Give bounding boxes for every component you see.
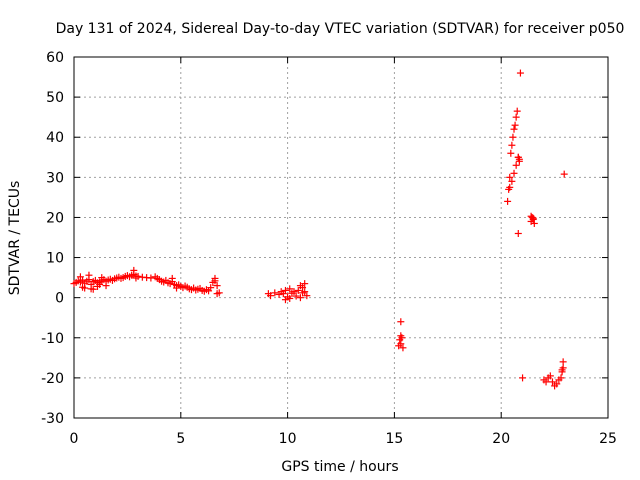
y-tick-label: -20 [41,371,64,387]
data-point [399,344,407,352]
data-point [102,282,110,290]
y-tick-label: 50 [46,90,64,106]
data-point [213,290,221,298]
data-point [514,229,522,237]
y-tick-labels: -30 -20 -10 0 10 20 30 40 50 60 [41,50,64,427]
data-point [515,155,523,163]
data-point [507,149,515,157]
data-point [519,374,527,382]
data-point [79,283,87,291]
data-point [294,286,302,294]
data-point [397,340,405,348]
data-point [397,318,405,326]
data-point [281,286,289,294]
x-tick-labels: 0 5 10 15 20 25 [70,431,617,447]
y-axis-label: SDTVAR / TECUs [7,181,23,296]
data-point [130,266,138,274]
data-point [548,378,556,386]
data-point [299,289,307,297]
data-point [542,378,550,386]
data-point [512,113,520,121]
data-point [506,183,514,191]
data-point [96,280,104,288]
y-tick-label: 10 [46,251,64,267]
data-point [397,332,405,340]
x-tick-label: 0 [70,431,79,447]
data-point [512,161,520,169]
y-tick-label: 0 [55,291,64,307]
data-point [513,107,521,115]
data-point [290,288,298,296]
data-point [530,219,538,227]
data-point [87,285,95,293]
x-tick-label: 10 [279,431,297,447]
data-point [559,358,567,366]
data-point [529,214,537,222]
data-points [70,69,568,390]
data-point [546,372,554,380]
data-point [168,274,176,282]
data-point [286,294,294,302]
data-point [85,271,93,279]
data-point [559,364,567,372]
data-point [267,292,275,300]
data-point [132,274,140,282]
y-tick-label: 60 [46,50,64,66]
data-point [560,170,568,178]
data-point [147,274,155,282]
data-point [557,374,565,382]
data-point [207,284,215,292]
data-point [510,169,518,177]
data-point [301,280,309,288]
axis-ticks [73,56,609,419]
data-point [292,292,300,300]
data-point [98,274,106,282]
data-point [271,289,279,297]
y-tick-label: 20 [46,210,64,226]
data-point [509,133,517,141]
data-point [296,294,304,302]
x-tick-label: 20 [492,431,510,447]
data-point [508,177,516,185]
data-point [173,284,181,292]
data-point [511,121,519,129]
x-tick-label: 25 [599,431,617,447]
chart-title: Day 131 of 2024, Sidereal Day-to-day VTE… [56,21,625,37]
y-tick-label: -10 [41,331,64,347]
data-point [211,274,219,282]
plot-frame [73,56,609,419]
data-point [516,69,524,77]
data-point [286,285,294,293]
data-point [510,125,518,133]
data-point [506,173,514,181]
y-tick-label: -30 [41,411,64,427]
x-tick-label: 15 [385,431,403,447]
data-point [508,141,516,149]
data-point [558,368,566,376]
data-point [213,282,221,290]
y-tick-label: 30 [46,170,64,186]
y-tick-label: 40 [46,130,64,146]
grid-lines [74,57,608,418]
data-point [504,197,512,205]
x-tick-label: 5 [176,431,185,447]
data-point [76,273,84,281]
x-axis-label: GPS time / hours [281,459,398,475]
data-point [281,296,289,304]
data-point [303,292,311,300]
data-point [553,380,561,388]
